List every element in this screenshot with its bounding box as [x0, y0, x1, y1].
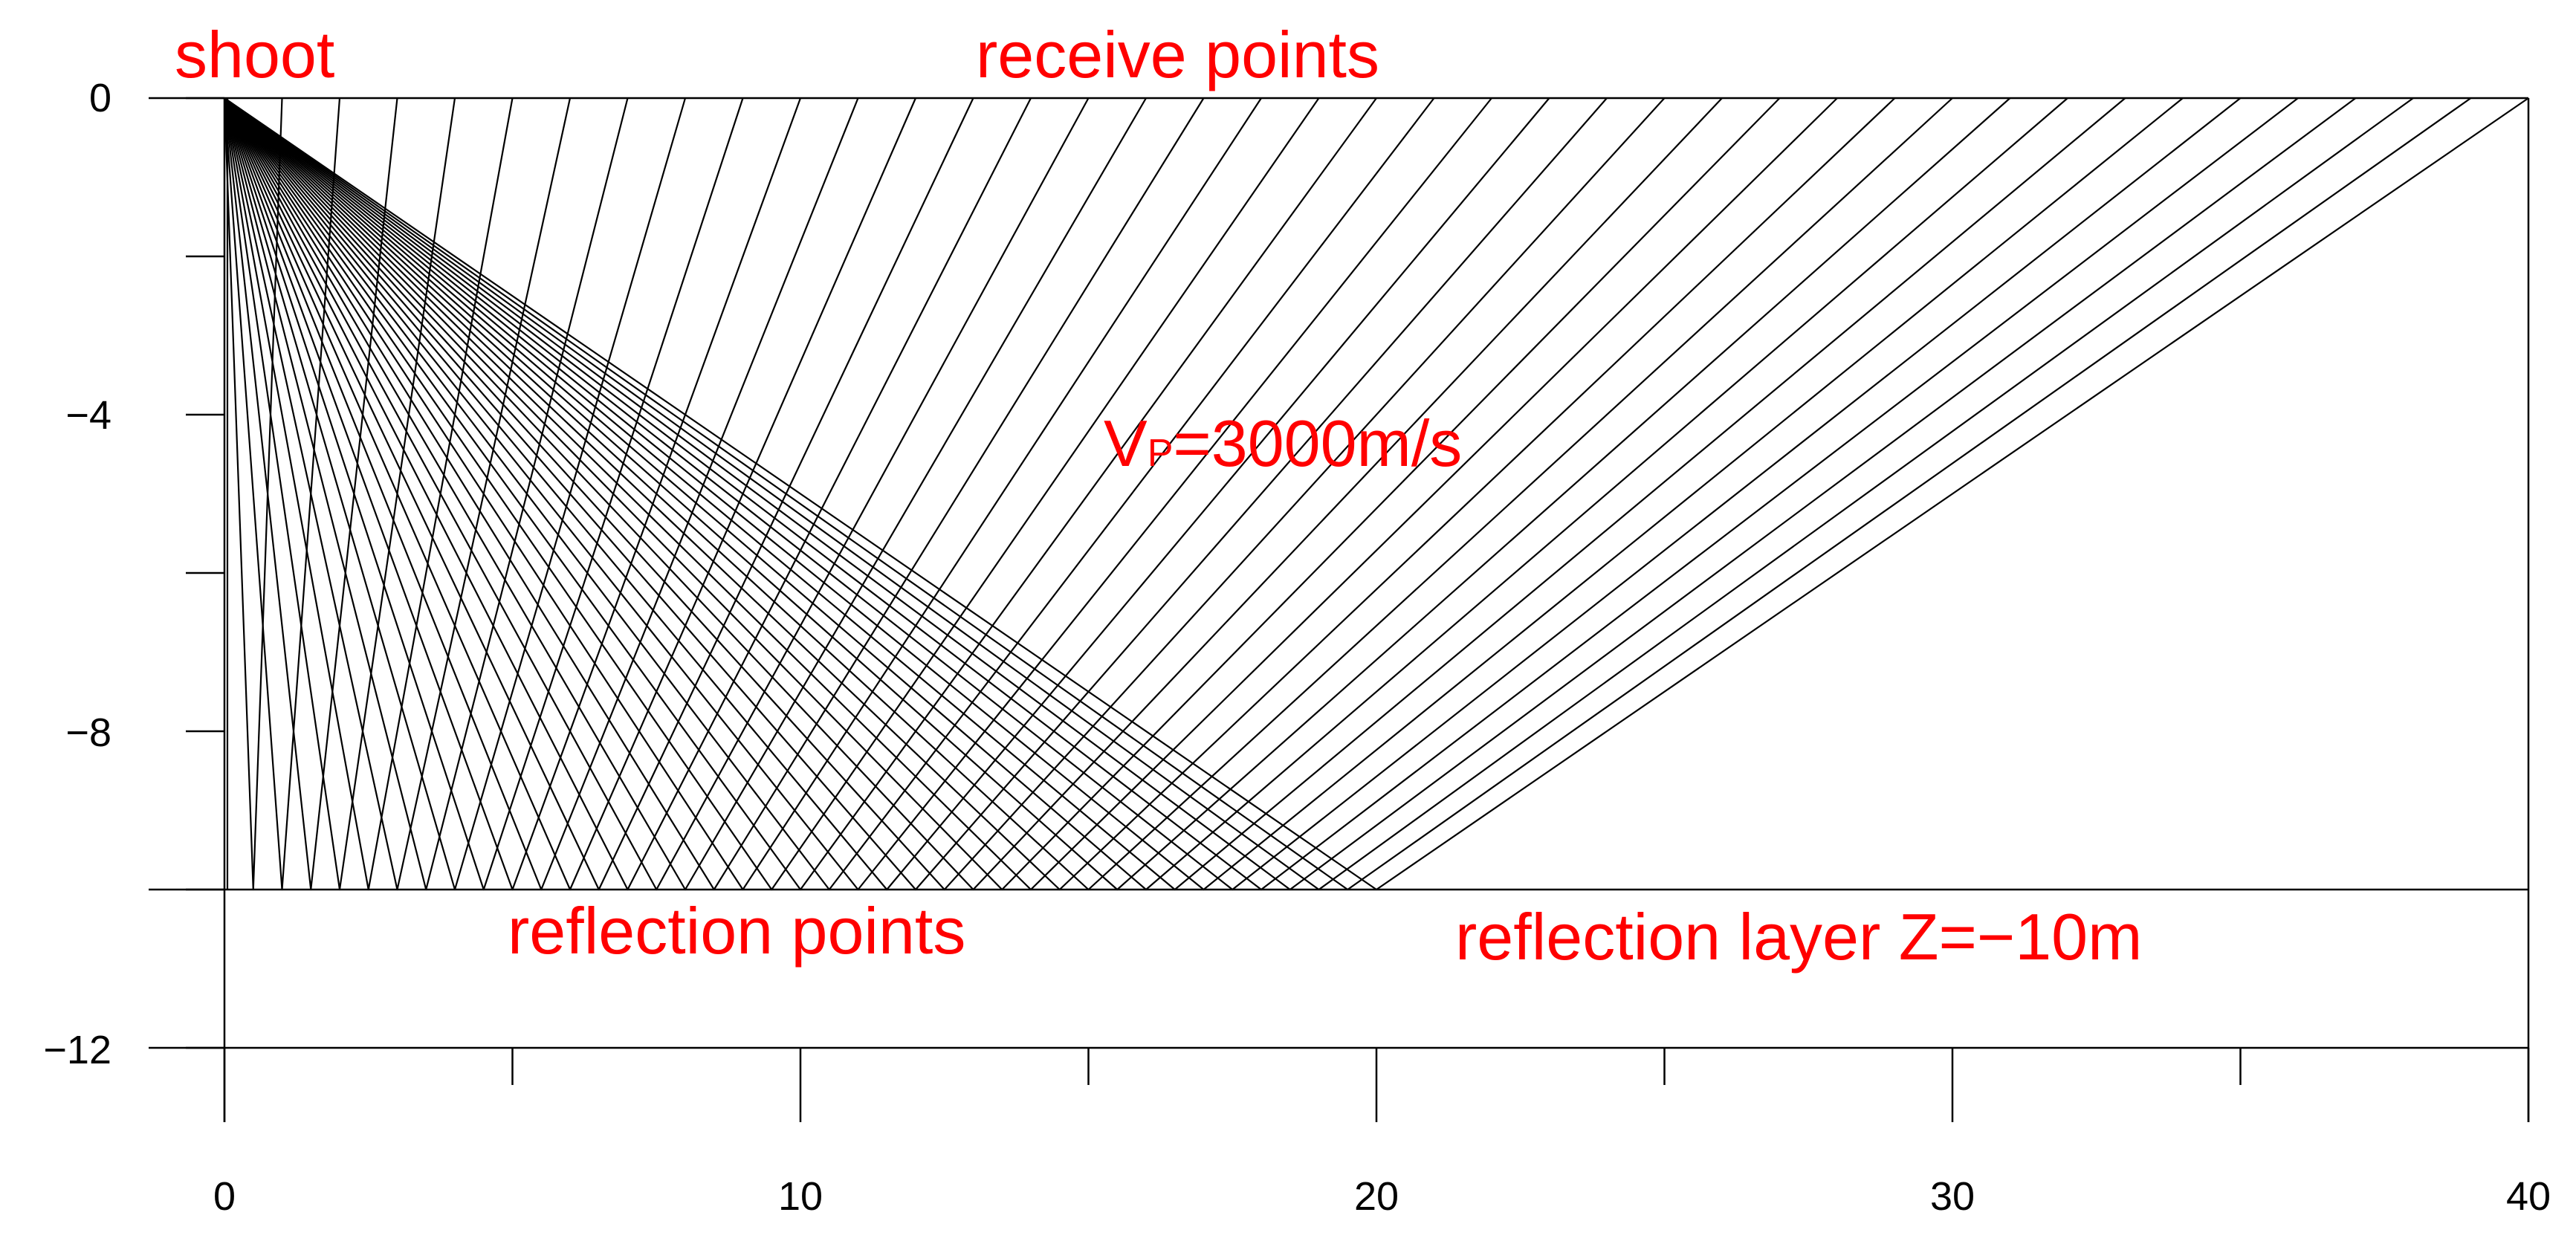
- ray-17: [224, 97, 1205, 891]
- ray-35: [224, 97, 2242, 891]
- reflection-layer-label: reflection layer Z=−10m: [1455, 900, 2142, 974]
- ray-28: [224, 97, 1838, 891]
- ray-27: [224, 97, 1781, 891]
- x-axis: 0 10 20 30 40: [213, 1174, 2551, 1219]
- x-tick-label-10: 10: [778, 1174, 823, 1219]
- velocity-label: VP=3000m/s: [1104, 407, 1462, 480]
- ray-12: [223, 97, 917, 891]
- ray-26: [224, 97, 1723, 891]
- ray-10: [223, 97, 802, 891]
- velocity-subscript: P: [1148, 432, 1174, 475]
- y-tick-label-3: −12: [43, 1028, 111, 1072]
- reflection-points-label: reflection points: [508, 894, 965, 968]
- ray-14: [224, 97, 1032, 891]
- x-tick-label-0: 0: [213, 1174, 236, 1219]
- ray-24: [224, 97, 1608, 891]
- ray-13: [224, 97, 974, 891]
- ray-37: [224, 97, 2357, 891]
- x-tick-label-20: 20: [1354, 1174, 1399, 1219]
- ray-20: [224, 97, 1377, 891]
- x-tick-label-30: 30: [1930, 1174, 1975, 1219]
- ray-22: [224, 97, 1492, 891]
- shoot-label: shoot: [175, 18, 334, 91]
- ray-36: [224, 97, 2299, 891]
- ray-39: [224, 97, 2472, 891]
- receive-points-label: receive points: [976, 18, 1379, 91]
- ray-16: [224, 97, 1147, 891]
- ray-9: [223, 97, 744, 891]
- velocity-main: V: [1104, 407, 1148, 480]
- ray-23: [224, 97, 1550, 891]
- ray-38: [224, 97, 2414, 891]
- x-tick-label-40: 40: [2506, 1174, 2551, 1219]
- y-tick-label-1: −4: [65, 393, 111, 438]
- y-tick-label-2: −8: [65, 710, 111, 755]
- ray-29: [224, 97, 1896, 891]
- plot-frame: [149, 97, 2530, 1122]
- velocity-value: =3000m/s: [1173, 407, 1462, 480]
- annotations: shoot receive points VP=3000m/s reflecti…: [175, 18, 2142, 974]
- ray-30: [224, 97, 1953, 891]
- ray-34: [224, 97, 2184, 891]
- ray-31: [224, 97, 2011, 891]
- ray-33: [224, 97, 2126, 891]
- ray-paths: [223, 97, 2529, 891]
- ray-40: [224, 97, 2529, 891]
- ray-19: [224, 97, 1320, 891]
- ray-25: [224, 97, 1666, 891]
- ray-18: [224, 97, 1262, 891]
- ray-11: [223, 97, 859, 891]
- ray-15: [224, 97, 1090, 891]
- ray-21: [224, 97, 1435, 891]
- y-axis: 0 −4 −8 −12: [43, 76, 111, 1072]
- y-tick-label-0: 0: [89, 76, 111, 120]
- ray-32: [224, 97, 2068, 891]
